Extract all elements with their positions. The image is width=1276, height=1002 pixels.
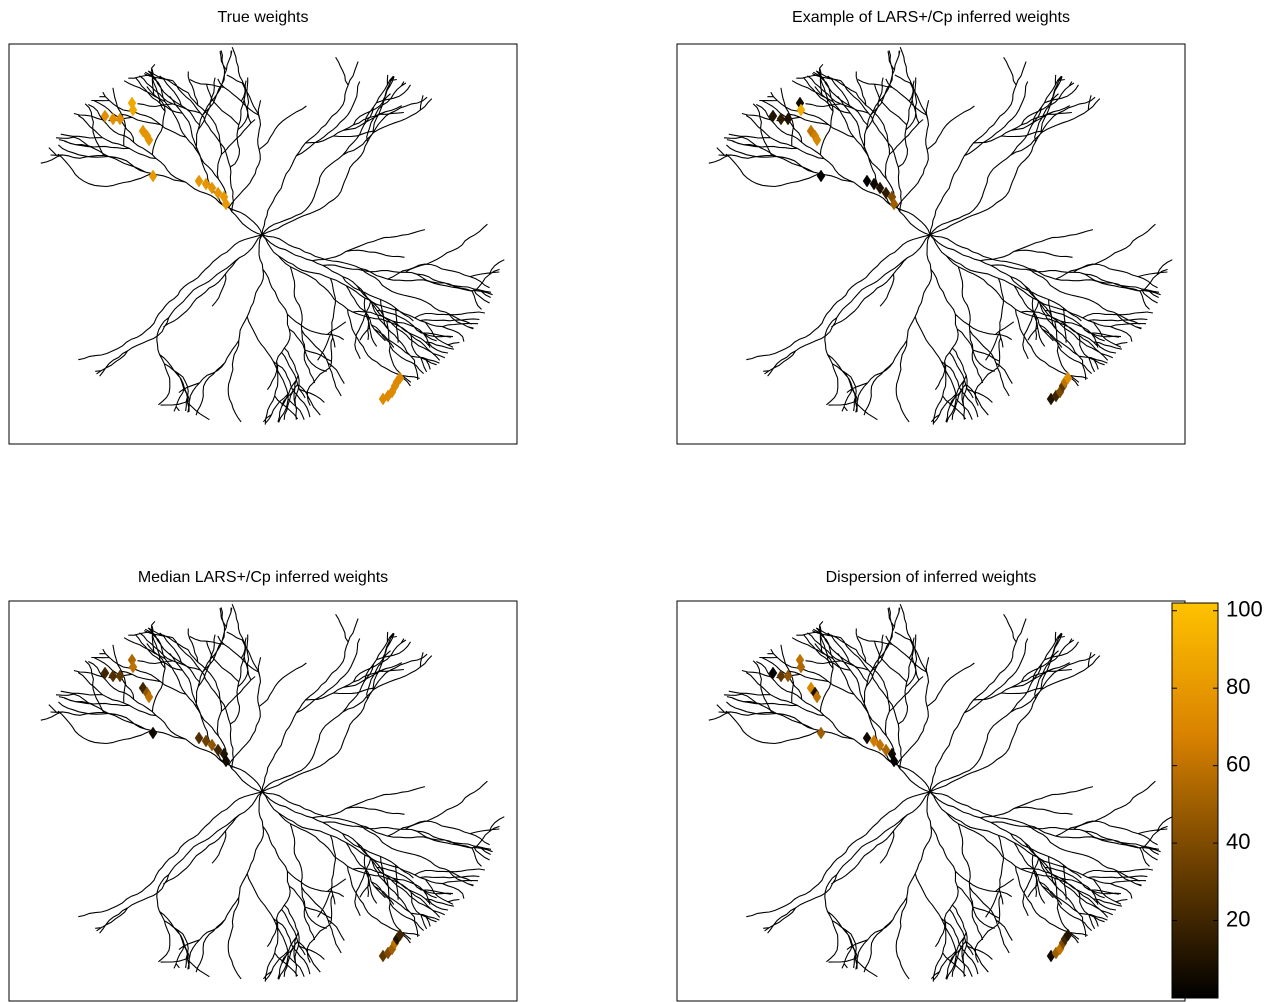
weight-marker — [889, 754, 899, 768]
dendrite — [40, 603, 505, 982]
weight-marker — [783, 669, 793, 683]
weight-marker — [213, 743, 223, 757]
panel-title: Dispersion of inferred weights — [826, 569, 1037, 586]
weight-marker — [221, 197, 231, 211]
panel — [8, 600, 518, 1002]
weight-marker — [115, 112, 125, 126]
panel-plot — [40, 46, 505, 425]
weight-marker — [148, 169, 158, 183]
weight-marker — [1063, 371, 1073, 385]
weight-marker — [796, 103, 806, 117]
colorbar-tick-label: 20 — [1226, 906, 1250, 931]
panel-title: Example of LARS+/Cp inferred weights — [792, 9, 1070, 26]
weight-marker — [201, 177, 211, 191]
panel-frame — [8, 600, 518, 1002]
dendrite — [708, 46, 1173, 425]
weight-marker — [869, 734, 879, 748]
weight-marker — [812, 133, 822, 147]
weight-marker — [869, 177, 879, 191]
weight-marker — [881, 743, 891, 757]
panel-frame — [676, 43, 1186, 445]
panel — [8, 43, 518, 445]
weight-marker — [768, 666, 778, 680]
weight-marker — [796, 660, 806, 674]
weight-marker — [128, 660, 138, 674]
weight-marker — [108, 112, 118, 126]
weight-marker — [812, 690, 822, 704]
weight-marker — [816, 726, 826, 740]
colorbar-tick-label: 60 — [1226, 751, 1250, 776]
weight-marker — [148, 726, 158, 740]
panel-title: True weights — [218, 9, 309, 26]
weight-marker — [221, 754, 231, 768]
weight-marker — [816, 169, 826, 183]
weight-marker — [201, 734, 211, 748]
weight-marker — [783, 112, 793, 126]
weight-marker — [100, 666, 110, 680]
dendrite — [40, 46, 505, 425]
panel-title: Median LARS+/Cp inferred weights — [138, 569, 388, 586]
weight-marker — [875, 181, 885, 195]
weight-marker — [194, 174, 204, 188]
panel — [676, 600, 1186, 1002]
weight-marker — [768, 109, 778, 123]
weight-marker — [108, 669, 118, 683]
weight-marker — [128, 103, 138, 117]
colorbar — [1171, 602, 1219, 999]
weight-marker — [100, 109, 110, 123]
weight-marker — [144, 690, 154, 704]
weight-marker — [213, 186, 223, 200]
panel-plot — [708, 46, 1173, 425]
weight-marker — [395, 928, 405, 942]
weight-marker — [881, 186, 891, 200]
colorbar-tick-label: 40 — [1226, 829, 1250, 854]
dendrite — [708, 603, 1173, 982]
panel — [676, 43, 1186, 445]
weight-marker — [395, 371, 405, 385]
weight-marker — [144, 133, 154, 147]
weight-marker — [115, 669, 125, 683]
weight-marker — [207, 738, 217, 752]
weight-marker — [875, 738, 885, 752]
colorbar-tick-label: 80 — [1226, 674, 1250, 699]
weight-marker — [776, 669, 786, 683]
panel-frame — [8, 43, 518, 445]
weight-marker — [889, 197, 899, 211]
weight-marker — [207, 181, 217, 195]
weight-marker — [776, 112, 786, 126]
panel-plot — [708, 603, 1173, 982]
colorbar-tick-label: 100 — [1226, 597, 1263, 622]
panel-plot — [40, 603, 505, 982]
weight-marker — [194, 731, 204, 745]
weight-marker — [862, 731, 872, 745]
weight-marker — [862, 174, 872, 188]
weight-marker — [1063, 928, 1073, 942]
